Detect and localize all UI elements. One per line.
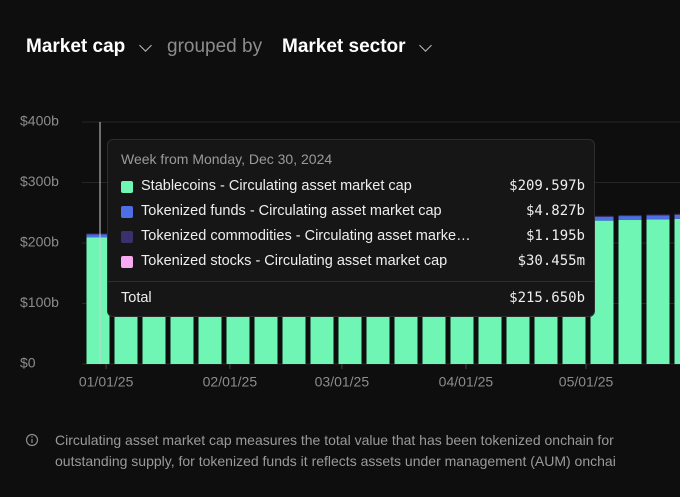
tooltip: Week from Monday, Dec 30, 2024 Total $21… — [107, 139, 595, 317]
legend-swatch — [121, 256, 133, 268]
bar-segment — [618, 216, 642, 221]
x-tick-label: 02/01/25 — [203, 374, 258, 390]
metric-select[interactable]: Market cap — [26, 36, 126, 57]
y-tick-label: $100b — [20, 294, 59, 310]
y-tick-label: $400b — [20, 113, 59, 129]
note-line: outstanding supply, for tokenized funds … — [55, 453, 616, 469]
tooltip-row: Tokenized commodities - Circulating asse… — [121, 227, 585, 247]
bar-segment — [674, 213, 680, 215]
note-line: Circulating asset market cap measures th… — [55, 432, 614, 448]
tooltip-row: Stablecoins - Circulating asset market c… — [121, 177, 585, 197]
legend-label: Stablecoins - Circulating asset market c… — [141, 178, 412, 194]
tooltip-title: Week from Monday, Dec 30, 2024 — [121, 151, 333, 167]
bar-segment — [86, 237, 110, 364]
tooltip-row: Tokenized funds - Circulating asset mark… — [121, 202, 585, 222]
bar-segment — [590, 216, 614, 221]
legend-label: Tokenized commodities - Circulating asse… — [141, 228, 471, 244]
bar-segment — [646, 215, 670, 220]
grouped-by: grouped by — [167, 36, 263, 57]
legend-swatch — [121, 206, 133, 218]
x-tick-label: 03/01/25 — [315, 374, 370, 390]
x-tick-label: 05/01/25 — [559, 374, 614, 390]
y-tick-label: $200b — [20, 234, 59, 250]
tooltip-value: $30.455m — [517, 253, 585, 269]
legend-swatch — [121, 181, 133, 193]
bar-segment — [86, 233, 110, 235]
bar-segment — [646, 219, 670, 364]
bar-segment — [674, 218, 680, 364]
tooltip-row: Tokenized stocks - Circulating asset mar… — [121, 252, 585, 272]
x-tick-label: 01/01/25 — [79, 374, 134, 390]
total-row: Total $215.650b — [121, 289, 585, 309]
tooltip-value: $4.827b — [525, 203, 585, 219]
y-tick-label: $300b — [20, 173, 59, 189]
group-select[interactable]: Market sector — [282, 36, 406, 57]
bar-segment — [618, 215, 642, 217]
separator — [108, 281, 594, 282]
total-value: $215.650b — [509, 290, 585, 306]
bar-segment — [590, 220, 614, 364]
tooltip-value: $209.597b — [509, 178, 585, 194]
y-tick-label: $0 — [20, 355, 36, 371]
bar-segment — [618, 220, 642, 364]
bar-segment — [590, 215, 614, 217]
bar-segment — [86, 234, 110, 238]
bar-segment — [646, 214, 670, 216]
bar-segment — [674, 214, 680, 219]
legend-swatch — [121, 231, 133, 243]
tooltip-value: $1.195b — [525, 228, 585, 244]
legend-label: Tokenized funds - Circulating asset mark… — [141, 203, 442, 219]
total-label: Total — [121, 290, 152, 306]
x-tick-label: 04/01/25 — [439, 374, 494, 390]
legend-label: Tokenized stocks - Circulating asset mar… — [141, 253, 448, 269]
